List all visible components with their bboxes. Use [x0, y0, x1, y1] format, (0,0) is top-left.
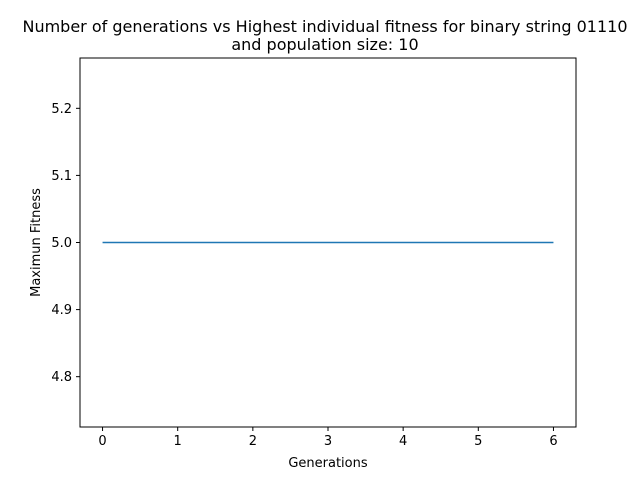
x-tick-label: 2 [249, 434, 257, 449]
x-axis-label: Generations [288, 456, 368, 471]
x-tick-label: 0 [98, 434, 106, 449]
y-tick-label: 5.0 [51, 236, 72, 251]
x-tick-label: 1 [174, 434, 182, 449]
x-tick-label: 5 [474, 434, 482, 449]
y-tick-label: 4.8 [51, 370, 72, 385]
y-tick-label: 5.1 [51, 169, 72, 184]
x-tick-label: 6 [549, 434, 557, 449]
x-tick-label: 4 [399, 434, 407, 449]
chart-title-line-1: Number of generations vs Highest individ… [22, 17, 627, 36]
y-axis-label: Maximun Fitness [29, 188, 44, 297]
y-tick-label: 5.2 [51, 102, 72, 117]
chart-title-line-2: and population size: 10 [231, 35, 418, 54]
y-tick-label: 4.9 [51, 303, 72, 318]
x-tick-label: 3 [324, 434, 332, 449]
